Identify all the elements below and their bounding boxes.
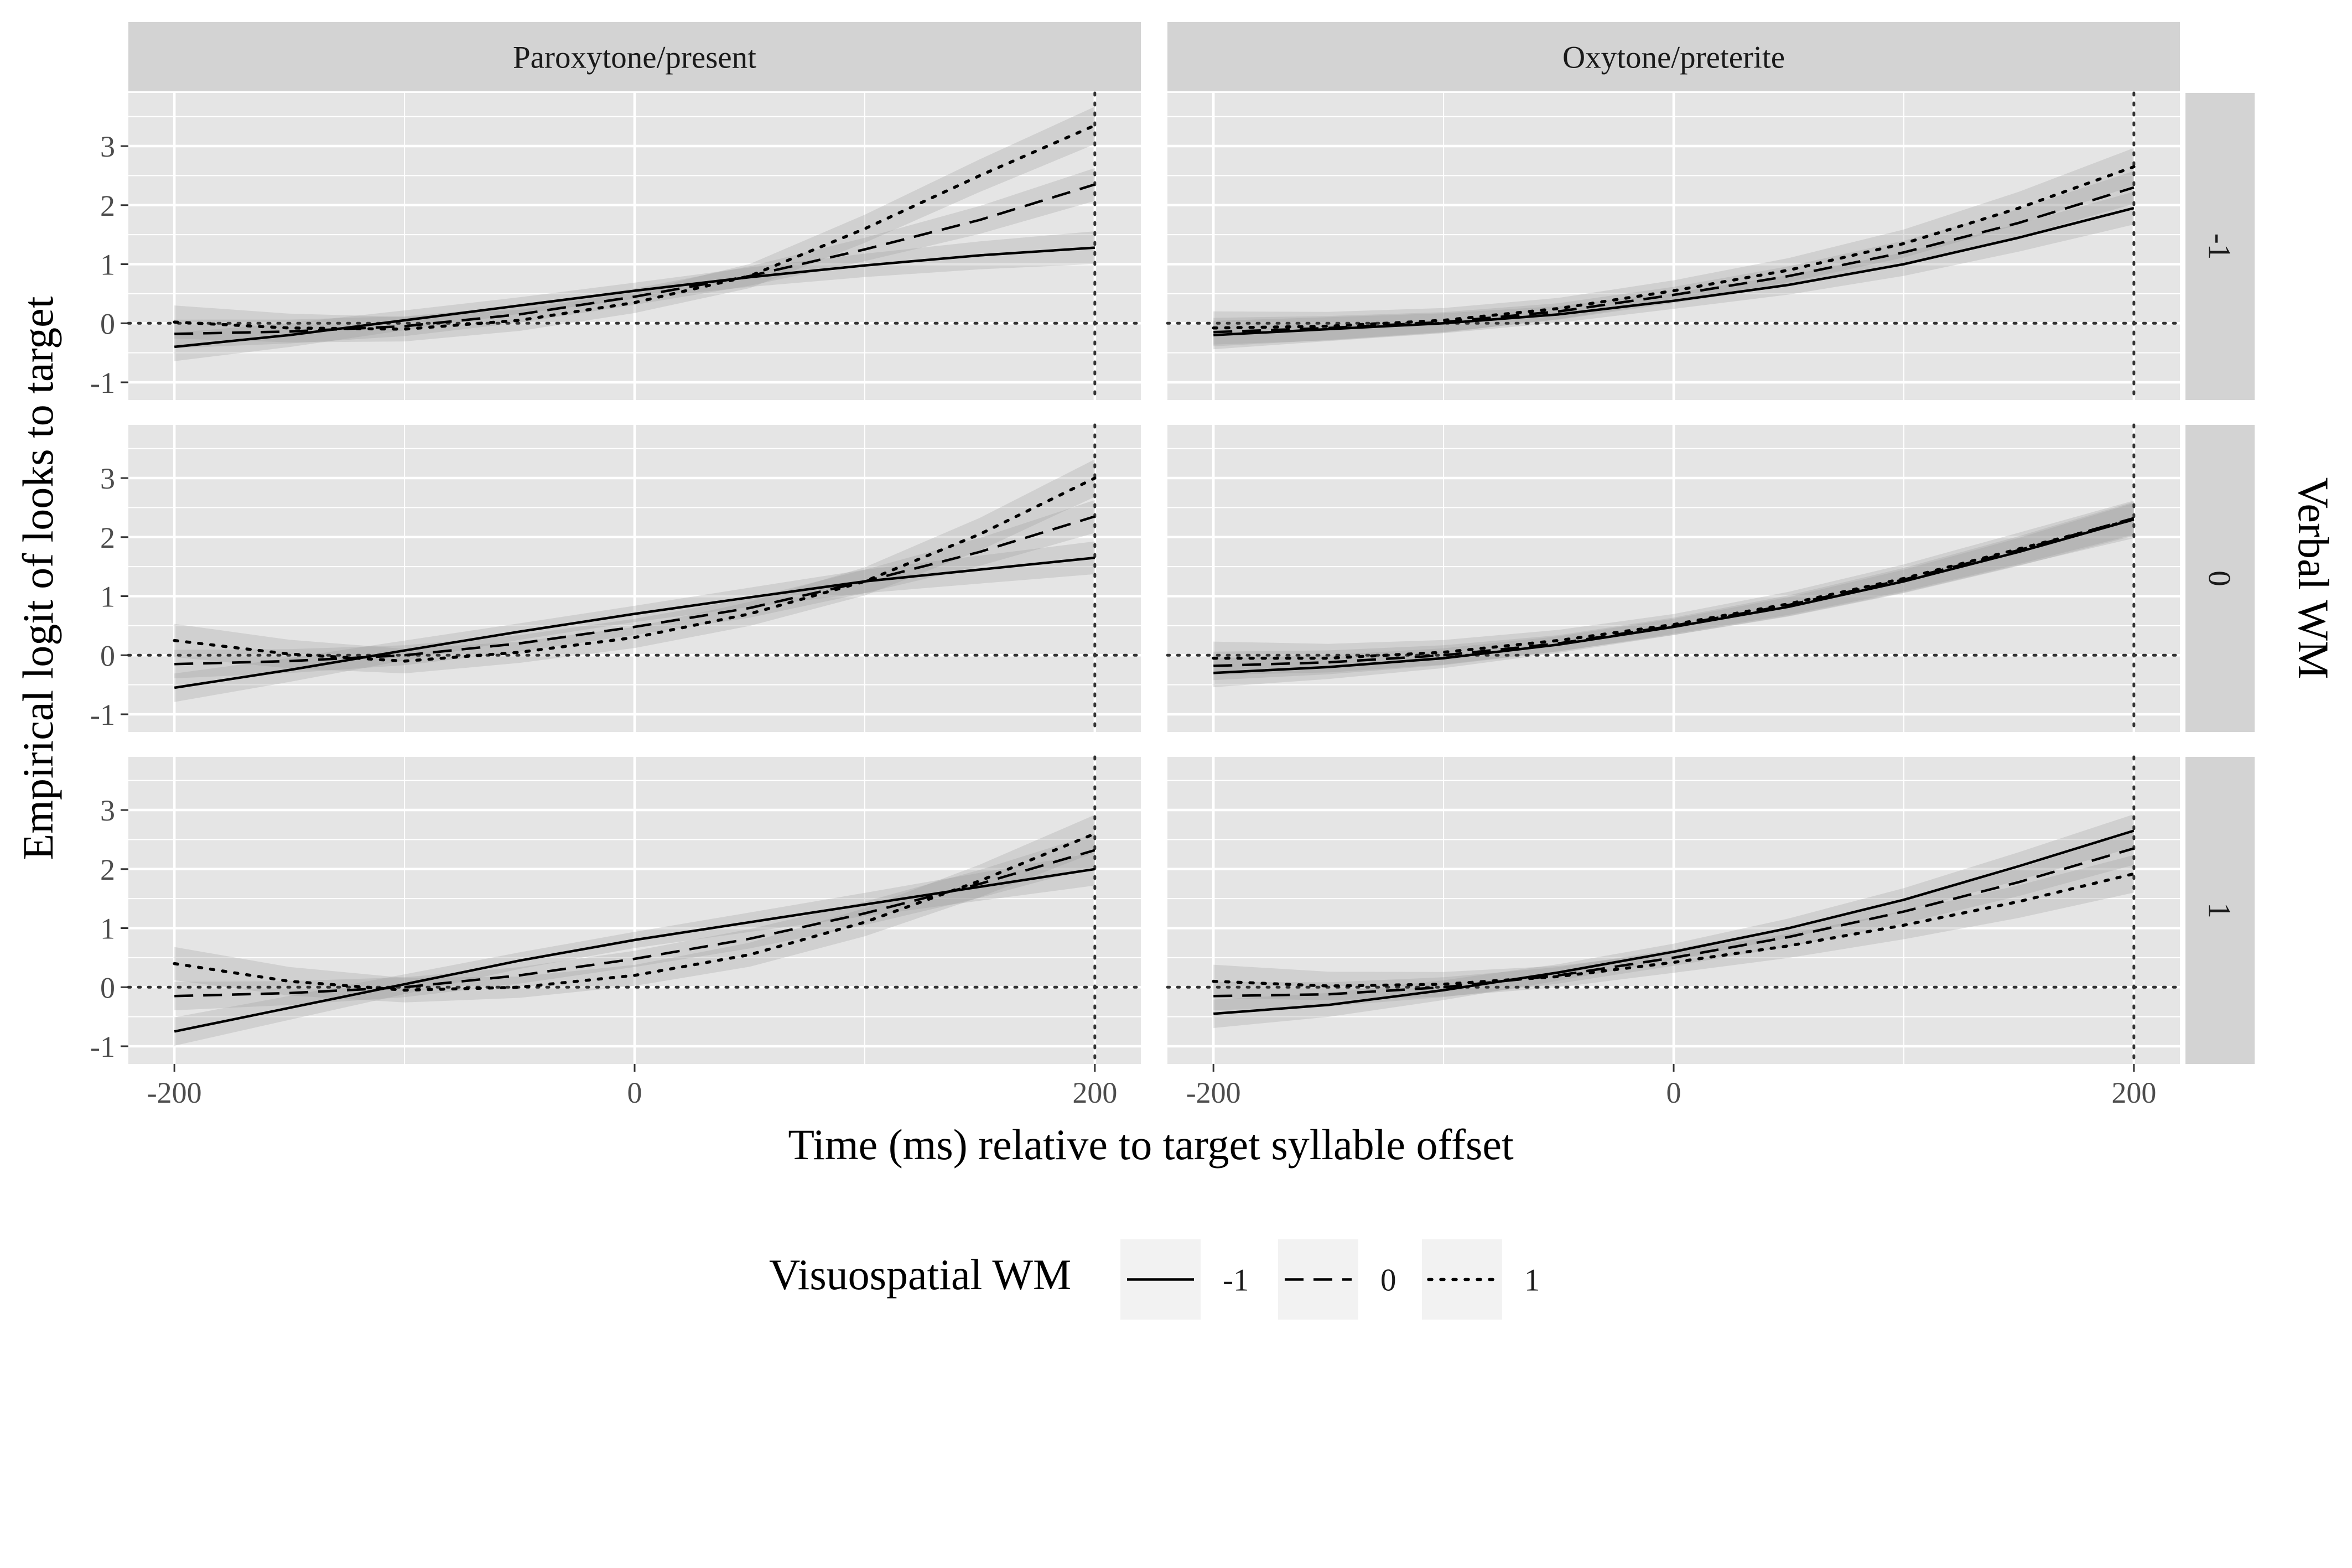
legend-entry: -1 xyxy=(1120,1239,1249,1320)
y-tick-label: -1 xyxy=(90,366,115,399)
facet-panel xyxy=(1166,755,2182,1066)
series-line xyxy=(173,476,1097,663)
series-line xyxy=(1212,165,2136,330)
confidence-ribbon xyxy=(1213,500,2134,675)
confidence-ribbon xyxy=(1213,191,2134,350)
facet-panel xyxy=(127,423,1143,734)
facet-panel xyxy=(1166,423,2182,734)
y-tick-label: 0 xyxy=(100,307,115,340)
facet-col-label: Oxytone/preterite xyxy=(1562,40,1785,75)
y-tick-label: -1 xyxy=(90,698,115,731)
facet-panel xyxy=(1166,91,2182,402)
series-line xyxy=(174,868,1095,1033)
x-tick-label: 0 xyxy=(627,1076,642,1109)
y-tick-label: 1 xyxy=(100,580,115,614)
y-tick-label: 3 xyxy=(100,130,115,163)
series-line xyxy=(174,515,1095,666)
x-tick-label: 200 xyxy=(2111,1076,2156,1109)
facet-col-strip xyxy=(128,22,1141,91)
series-line xyxy=(1213,847,2135,998)
confidence-ribbon xyxy=(174,853,1095,1046)
x-tick-label: -200 xyxy=(1186,1076,1241,1109)
confidence-ribbon xyxy=(1213,148,2134,345)
legend-entry: 0 xyxy=(1278,1239,1396,1320)
confidence-ribbon xyxy=(174,814,1095,1003)
x-tick-label: 0 xyxy=(1666,1076,1681,1109)
axes: -1 0 1 2 3 -1 0 1 2 3 -1 0 1 2 3 -200 0 200 -200 0 200 xyxy=(90,130,2156,1109)
confidence-ribbon xyxy=(1213,832,2134,1010)
y-tick-label: 0 xyxy=(100,971,115,1004)
facet-row-label: 1 xyxy=(2202,902,2237,918)
confidence-ribbon xyxy=(1213,855,2134,1000)
facet-row-label: -1 xyxy=(2202,233,2237,259)
facet-row-strip xyxy=(2185,93,2255,400)
x-axis-title: Time (ms) relative to target syllable of… xyxy=(788,1120,1514,1169)
x-tick-label: 200 xyxy=(1072,1076,1117,1109)
legend-label: 0 xyxy=(1380,1263,1396,1298)
y-tick-label: -1 xyxy=(90,1030,115,1063)
legend-label: -1 xyxy=(1223,1263,1249,1298)
y-tick-label: 0 xyxy=(100,639,115,672)
y-tick-label: 2 xyxy=(100,189,115,222)
facet-col-strip xyxy=(1167,22,2180,91)
series-line xyxy=(1212,872,2136,988)
confidence-ribbon xyxy=(174,168,1095,349)
facet-row-title: Verbal WM xyxy=(2289,477,2338,679)
y-tick-label: 2 xyxy=(100,853,115,886)
facet-row-strip xyxy=(2185,425,2255,732)
x-tick-label: -200 xyxy=(147,1076,202,1109)
y-tick-label: 1 xyxy=(100,248,115,282)
series-line xyxy=(1212,518,2136,660)
legend-title: Visuospatial WM xyxy=(769,1250,1071,1299)
y-tick-label: 2 xyxy=(100,521,115,554)
series-line xyxy=(174,183,1095,335)
legend-entry: 1 xyxy=(1422,1239,1540,1320)
series-line xyxy=(173,832,1097,992)
series-line xyxy=(1213,829,2135,1015)
facet-panels xyxy=(127,91,2182,1066)
series-line xyxy=(1213,186,2135,334)
facet-panel xyxy=(127,91,1143,402)
series-line xyxy=(174,556,1095,689)
y-tick-label: 3 xyxy=(100,462,115,495)
confidence-ribbon xyxy=(174,106,1095,342)
series-line xyxy=(173,123,1097,331)
facet-panel xyxy=(127,755,1143,1066)
facet-col-label: Paroxytone/present xyxy=(513,40,756,75)
facet-strips: Paroxytone/present Oxytone/preterite -1 0 1 xyxy=(128,22,2255,1064)
confidence-ribbon xyxy=(174,459,1095,674)
legend: Visuospatial WM -1 0 1 xyxy=(769,1239,1540,1320)
y-tick-label: 3 xyxy=(100,794,115,827)
facet-row-strip xyxy=(2185,757,2255,1064)
legend-label: 1 xyxy=(1524,1263,1540,1298)
series-line xyxy=(174,849,1095,998)
y-tick-label: 1 xyxy=(100,912,115,946)
y-axis-title: Empirical logit of looks to target xyxy=(14,296,62,860)
facet-row-label: 0 xyxy=(2202,570,2237,586)
